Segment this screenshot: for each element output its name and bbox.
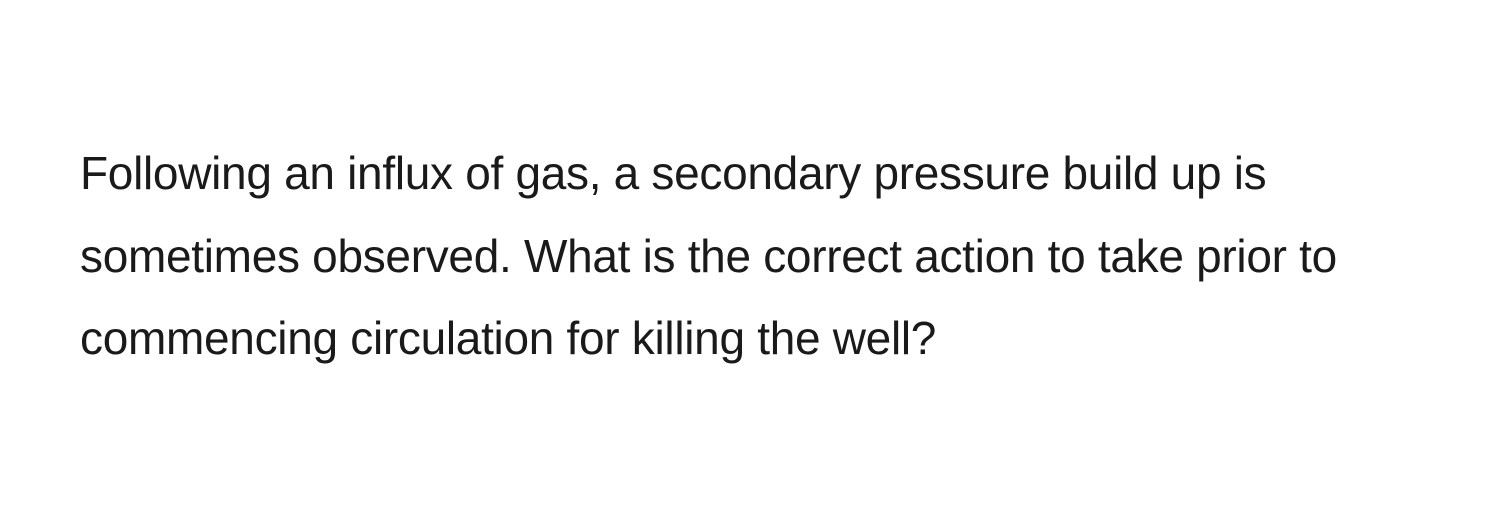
- question-text: Following an influx of gas, a secondary …: [80, 132, 1420, 380]
